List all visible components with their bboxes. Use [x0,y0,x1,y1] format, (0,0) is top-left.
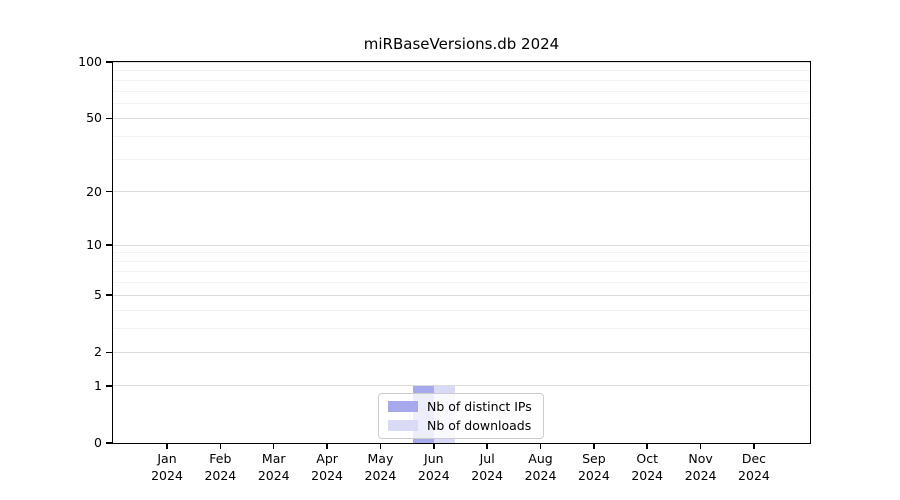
x-tick-year: 2024 [524,468,557,483]
x-tick-mark [486,443,488,449]
minor-gridline [113,328,810,330]
x-tick-year: 2024 [577,468,610,483]
x-tick-year: 2024 [417,468,450,483]
y-tick-label: 50 [86,110,102,126]
y-tick-label: 1 [94,377,102,393]
minor-gridline [113,135,810,137]
legend-swatch-distinct-ips [388,401,418,412]
x-tick-mark [699,443,702,449]
y-tick-label: 100 [78,54,102,69]
minor-gridline [113,79,810,81]
x-tick-year: 2024 [204,468,237,483]
x-tick-label: Mar 2024 [244,450,304,484]
legend-label-distinct-ips: Nb of distinct IPs [427,399,532,414]
x-tick-label: Jul 2024 [457,450,517,484]
x-tick-mark [646,443,648,449]
legend-item-downloads: Nb of downloads [388,418,534,433]
legend: Nb of distinct IPs Nb of downloads [378,393,544,439]
x-tick-mark [219,443,222,449]
minor-gridline [113,281,810,283]
y-tick-mark [106,351,112,354]
major-gridline [113,117,810,119]
y-tick-mark [106,117,112,120]
x-tick-mark [593,443,595,449]
y-tick-mark [106,385,112,387]
major-gridline [113,61,810,63]
minor-gridline [113,270,810,272]
x-tick-mark [753,443,755,449]
chart-title: miRBaseVersions.db 2024 [363,35,560,53]
major-gridline [113,294,810,296]
x-tick-label: Aug 2024 [511,450,571,484]
major-gridline [113,191,810,193]
y-tick-label: 20 [86,183,102,199]
x-tick-year: 2024 [684,468,717,483]
x-tick-mark [379,443,382,449]
x-tick-year: 2024 [738,468,770,483]
x-tick-mark [539,443,542,449]
minor-gridline [113,309,810,311]
y-tick-label: 5 [94,287,102,303]
x-tick-label: May 2024 [350,450,410,484]
x-tick-year: 2024 [311,468,343,483]
legend-label-downloads: Nb of downloads [427,418,532,433]
y-tick-mark [106,244,112,246]
y-tick-mark [106,442,112,444]
x-tick-label: Sep 2024 [564,450,624,484]
minor-gridline [113,70,810,72]
minor-gridline [113,90,810,92]
legend-item-distinct-ips: Nb of distinct IPs [388,399,534,414]
x-tick-mark [326,443,328,449]
x-tick-label: Nov 2024 [671,450,731,484]
minor-gridline [113,159,810,160]
y-tick-mark [106,294,112,296]
major-gridline [113,385,810,387]
minor-gridline [113,103,810,105]
x-tick-year: 2024 [364,468,397,483]
x-tick-label: Apr 2024 [297,450,357,484]
x-tick-label: Jan 2024 [137,450,197,484]
x-tick-label: Feb 2024 [190,450,250,484]
x-tick-mark [433,443,435,449]
x-tick-year: 2024 [631,468,664,483]
x-tick-mark [272,443,275,449]
y-tick-mark [106,61,112,63]
minor-gridline [113,252,810,254]
y-tick-mark [106,190,112,193]
x-tick-label: Oct 2024 [617,450,677,484]
x-tick-year: 2024 [471,468,504,483]
minor-gridline [113,261,810,263]
y-tick-label: 0 [94,435,102,450]
x-tick-year: 2024 [151,468,183,483]
x-tick-label: Jun 2024 [404,450,464,484]
legend-swatch-downloads [388,420,418,431]
y-tick-label: 10 [86,237,102,253]
x-tick-year: 2024 [257,468,290,483]
x-tick-mark [166,443,168,449]
y-tick-label: 2 [94,344,102,360]
major-gridline [113,244,810,246]
x-tick-label: Dec 2024 [724,450,784,484]
major-gridline [113,351,810,353]
